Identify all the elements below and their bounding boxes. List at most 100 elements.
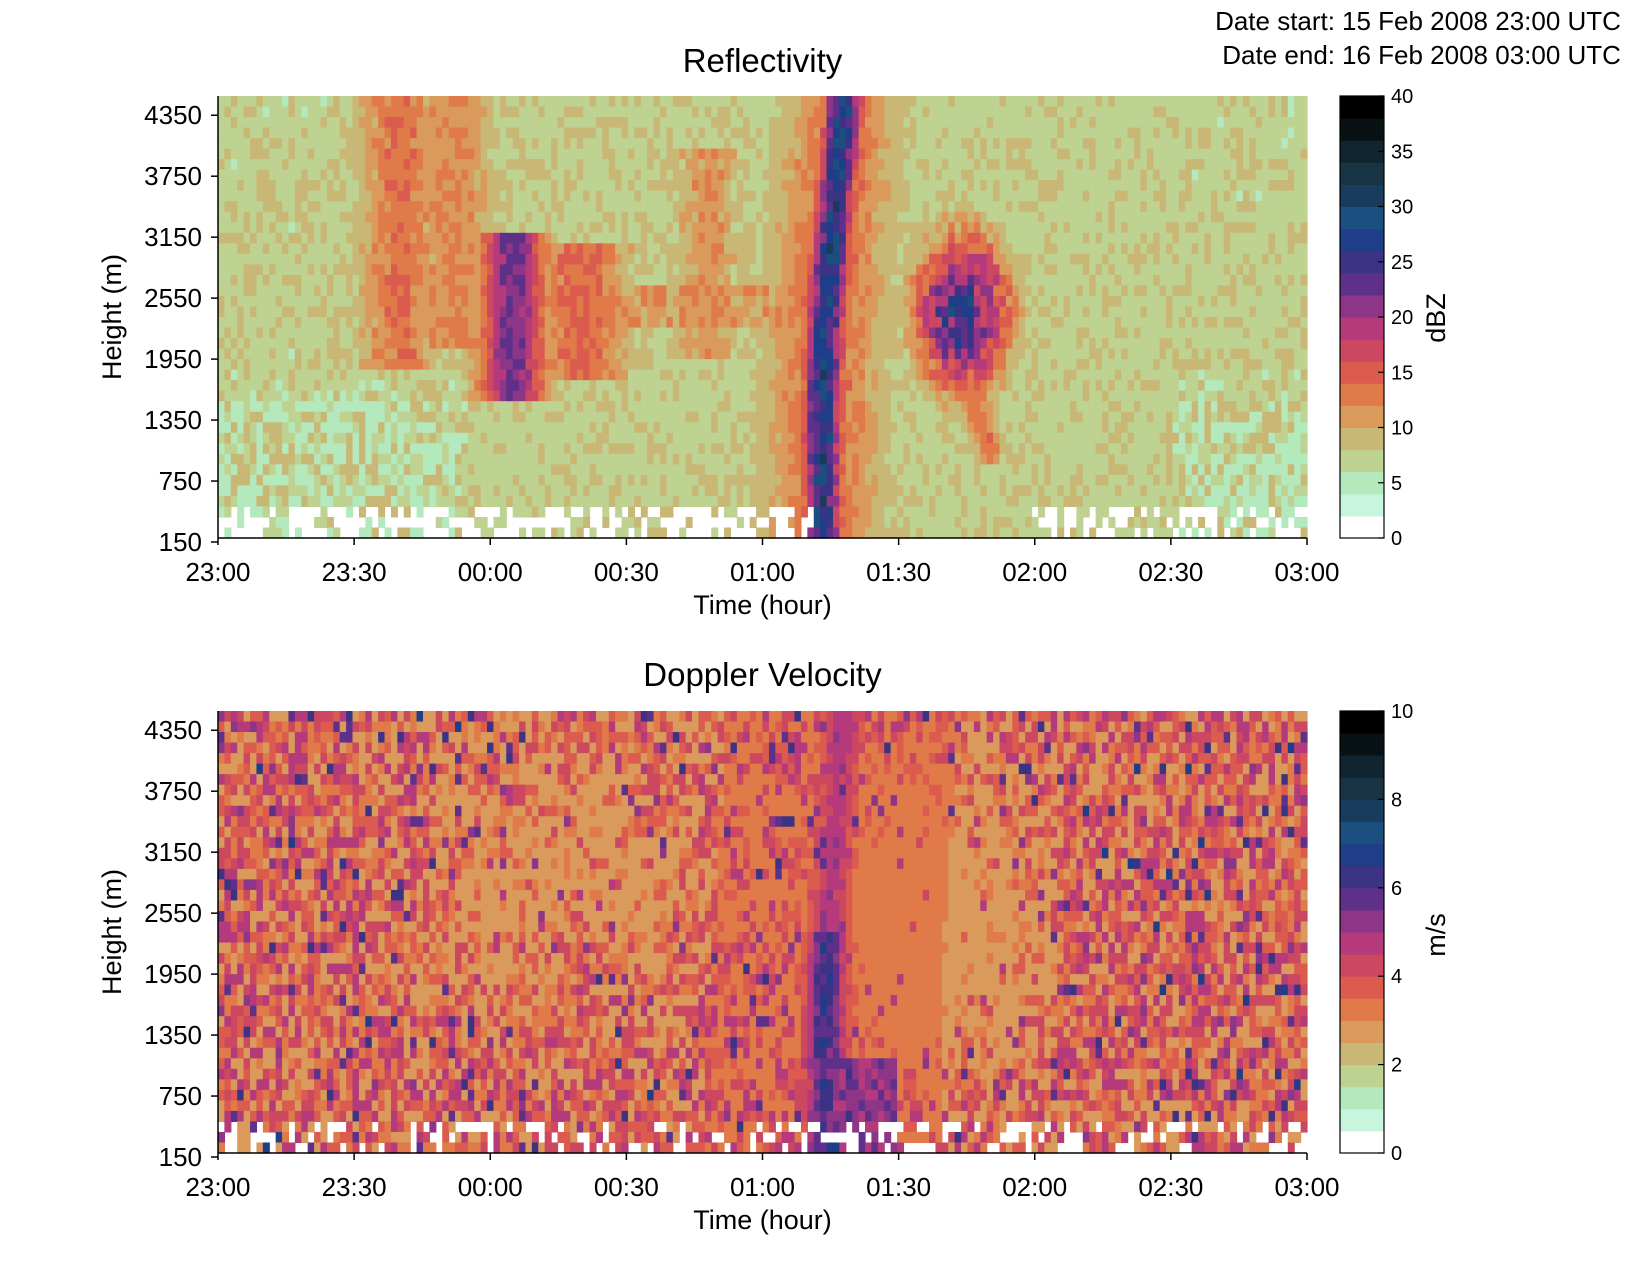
heatmap-cell <box>442 485 450 497</box>
heatmap-cell <box>487 464 495 476</box>
heatmap-cell <box>282 411 290 423</box>
heatmap-cell <box>525 295 533 308</box>
heatmap-cell <box>967 401 975 413</box>
heatmap-cell <box>429 359 437 371</box>
heatmap-cell <box>954 96 962 108</box>
heatmap-cell <box>929 306 937 318</box>
heatmap-cell <box>743 201 751 213</box>
heatmap-cell <box>352 96 360 108</box>
heatmap-cell <box>422 232 430 244</box>
heatmap-cell <box>621 295 629 308</box>
heatmap-cell <box>256 432 264 444</box>
heatmap-cell <box>788 485 796 497</box>
heatmap-cell <box>615 348 623 360</box>
heatmap-cell <box>832 253 840 265</box>
heatmap-cell <box>666 295 674 308</box>
heatmap-cell <box>608 148 616 160</box>
heatmap-cell <box>416 495 424 508</box>
heatmap-cell <box>685 264 693 276</box>
heatmap-cell <box>967 96 975 108</box>
heatmap-cell <box>262 327 270 339</box>
heatmap-cell <box>448 474 456 486</box>
heatmap-cell <box>538 159 546 171</box>
heatmap-cell <box>422 348 430 360</box>
heatmap-cell <box>352 274 360 287</box>
heatmap-cell <box>890 232 898 244</box>
heatmap-cell <box>602 453 610 465</box>
heatmap-cell <box>961 117 969 129</box>
heatmap-cell <box>499 306 507 318</box>
heatmap-cell <box>890 285 898 297</box>
heatmap-cell <box>711 327 719 339</box>
heatmap-cell <box>647 253 655 265</box>
heatmap-cell <box>724 506 732 518</box>
heatmap-cell <box>672 190 680 202</box>
heatmap-cell <box>634 359 642 371</box>
heatmap-cell <box>909 317 917 329</box>
heatmap-cell <box>961 464 969 476</box>
heatmap-cell <box>288 380 296 392</box>
heatmap-cell <box>980 380 988 392</box>
heatmap-cell <box>717 443 725 455</box>
heatmap-cell <box>903 264 911 276</box>
heatmap-cell <box>647 516 655 529</box>
heatmap-cell <box>730 243 738 255</box>
heatmap-cell <box>864 422 872 434</box>
heatmap-cell <box>679 127 687 139</box>
heatmap-cell <box>499 190 507 202</box>
heatmap-cell <box>858 495 866 508</box>
heatmap-cell <box>237 495 245 508</box>
heatmap-cell <box>800 159 808 171</box>
heatmap-cell <box>845 317 853 329</box>
heatmap-cell <box>403 422 411 434</box>
heatmap-cell <box>788 222 796 234</box>
heatmap-cell <box>576 117 584 129</box>
heatmap-cell <box>525 169 533 181</box>
heatmap-cell <box>250 117 258 129</box>
heatmap-cell <box>999 232 1007 244</box>
heatmap-cell <box>422 422 430 434</box>
heatmap-cell <box>864 317 872 329</box>
heatmap-cell <box>660 138 668 150</box>
heatmap-cell <box>576 422 584 434</box>
heatmap-cell <box>954 453 962 465</box>
heatmap-cell <box>499 422 507 434</box>
heatmap-cell <box>653 243 661 255</box>
heatmap-cell <box>275 274 283 287</box>
heatmap-cell <box>762 222 770 234</box>
heatmap-cell <box>909 127 917 139</box>
heatmap-cell <box>230 348 238 360</box>
heatmap-cell <box>775 359 783 371</box>
heatmap-cell <box>640 401 648 413</box>
heatmap-cell <box>973 222 981 234</box>
heatmap-cell <box>647 380 655 392</box>
heatmap-cell <box>282 253 290 265</box>
heatmap-cell <box>390 422 398 434</box>
heatmap-cell <box>839 169 847 181</box>
heatmap-cell <box>781 285 789 297</box>
heatmap-cell <box>583 506 591 518</box>
heatmap-cell <box>653 264 661 276</box>
heatmap-cell <box>365 348 373 360</box>
heatmap-cell <box>467 169 475 181</box>
heatmap-cell <box>826 464 834 476</box>
heatmap-cell <box>397 380 405 392</box>
heatmap-cell <box>903 96 911 108</box>
heatmap-cell <box>339 169 347 181</box>
heatmap-cell <box>397 348 405 360</box>
heatmap-cell <box>474 401 482 413</box>
heatmap-cell <box>410 338 418 350</box>
heatmap-cell <box>993 222 1001 234</box>
heatmap-cell <box>653 422 661 434</box>
heatmap-cell <box>474 338 482 350</box>
heatmap-cell <box>512 380 520 392</box>
heatmap-cell <box>685 96 693 108</box>
heatmap-cell <box>903 117 911 129</box>
heatmap-cell <box>230 359 238 371</box>
heatmap-cell <box>358 117 366 129</box>
heatmap-cell <box>602 390 610 402</box>
heatmap-cell <box>640 274 648 287</box>
heatmap-cell <box>858 106 866 118</box>
heatmap-cell <box>506 211 514 223</box>
